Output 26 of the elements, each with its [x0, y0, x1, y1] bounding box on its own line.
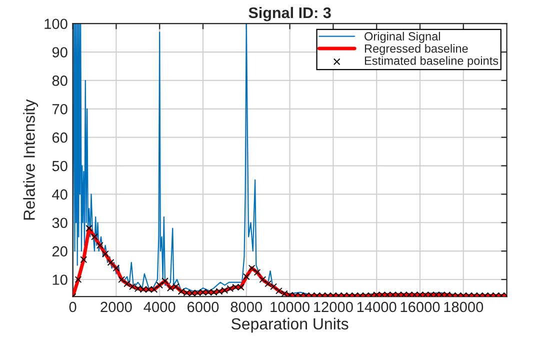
y-tick-label: 40 — [52, 189, 68, 200]
y-tick-label: 50 — [52, 160, 68, 172]
y-tick-label: 20 — [52, 246, 68, 256]
x-tick-label: 14000 — [357, 302, 396, 312]
y-tick-label: 70 — [52, 104, 68, 114]
x-tick-label: 4000 — [144, 302, 176, 312]
x-tick-label: 16000 — [400, 302, 440, 312]
legend-label: Original Signal — [364, 32, 440, 43]
x-tick-label: 0 — [69, 302, 76, 312]
y-tick-label: 90 — [52, 47, 68, 58]
chart-title: Signal ID: 3 — [248, 6, 331, 22]
y-tick-label: 10 — [52, 274, 68, 285]
x-axis-title: Separation Units — [231, 318, 348, 333]
y-tick-label: 30 — [52, 218, 68, 228]
legend-label: Estimated baseline points — [364, 56, 498, 68]
x-tick-label: 6000 — [188, 302, 219, 312]
x-tick-label: 18000 — [444, 302, 484, 312]
x-tick-label: 2000 — [100, 302, 132, 312]
legend-label: Regressed baseline — [364, 44, 468, 56]
y-tick-label: 60 — [52, 132, 68, 143]
y-axis-title: Relative Intensity — [23, 99, 38, 220]
y-tick-label: 100 — [44, 18, 68, 30]
x-tick-label: 12000 — [314, 302, 353, 312]
y-tick-label: 80 — [52, 76, 68, 86]
x-tick-label: 8000 — [230, 302, 262, 312]
x-tick-label: 10000 — [270, 302, 310, 312]
